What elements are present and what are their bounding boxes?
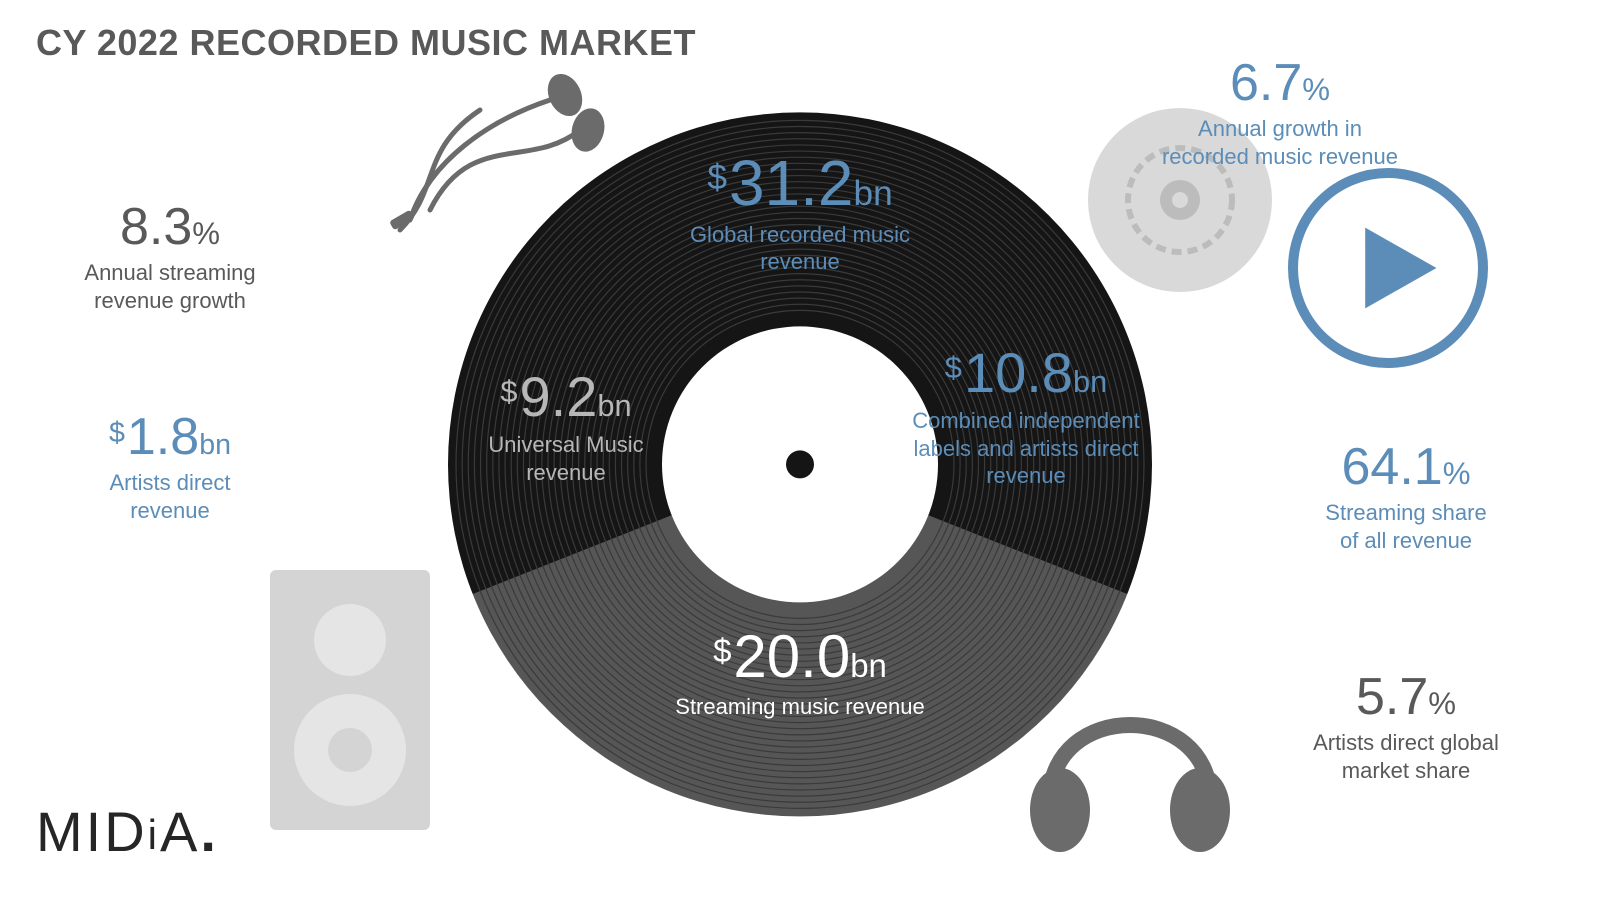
- page-title: CY 2022 RECORDED MUSIC MARKET: [36, 22, 696, 64]
- stat-label: Artists direct global market share: [1311, 729, 1501, 784]
- stat-label: Global recorded music revenue: [670, 221, 930, 276]
- stat-streaming-revenue: $20.0bn Streaming music revenue: [650, 627, 950, 721]
- stat-annual-growth: 6.7% Annual growth in recorded music reve…: [1155, 57, 1405, 170]
- stat-global-revenue: $31.2bn Global recorded music revenue: [670, 151, 930, 276]
- stat-label: Universal Music revenue: [466, 431, 666, 486]
- stat-value: 8.3%: [75, 201, 265, 253]
- stat-independent-revenue: $10.8bn Combined independent labels and a…: [911, 345, 1141, 490]
- stat-label: Combined independent labels and artists …: [911, 407, 1141, 490]
- stat-label: Annual growth in recorded music revenue: [1155, 115, 1405, 170]
- stat-value: $31.2bn: [670, 151, 930, 215]
- play-icon: [1283, 163, 1493, 373]
- stat-streaming-growth: 8.3% Annual streaming revenue growth: [75, 201, 265, 314]
- stat-universal-revenue: $9.2bn Universal Music revenue: [466, 369, 666, 486]
- stat-label: Annual streaming revenue growth: [75, 259, 265, 314]
- stat-value: $9.2bn: [466, 369, 666, 425]
- stat-label: Streaming share of all revenue: [1316, 499, 1496, 554]
- midia-logo: MIDiA.: [36, 799, 219, 864]
- stat-value: 5.7%: [1311, 671, 1501, 723]
- speaker-icon: [260, 560, 440, 840]
- stat-value: $20.0bn: [650, 627, 950, 687]
- stat-value: $10.8bn: [911, 345, 1141, 401]
- stat-streaming-share: 64.1% Streaming share of all revenue: [1316, 441, 1496, 554]
- stat-artists-direct-share: 5.7% Artists direct global market share: [1311, 671, 1501, 784]
- stat-artists-direct-revenue: $1.8bn Artists direct revenue: [80, 411, 260, 524]
- stat-label: Artists direct revenue: [80, 469, 260, 524]
- stat-value: 64.1%: [1316, 441, 1496, 493]
- stat-label: Streaming music revenue: [650, 693, 950, 721]
- stat-value: $1.8bn: [80, 411, 260, 463]
- stat-value: 6.7%: [1155, 57, 1405, 109]
